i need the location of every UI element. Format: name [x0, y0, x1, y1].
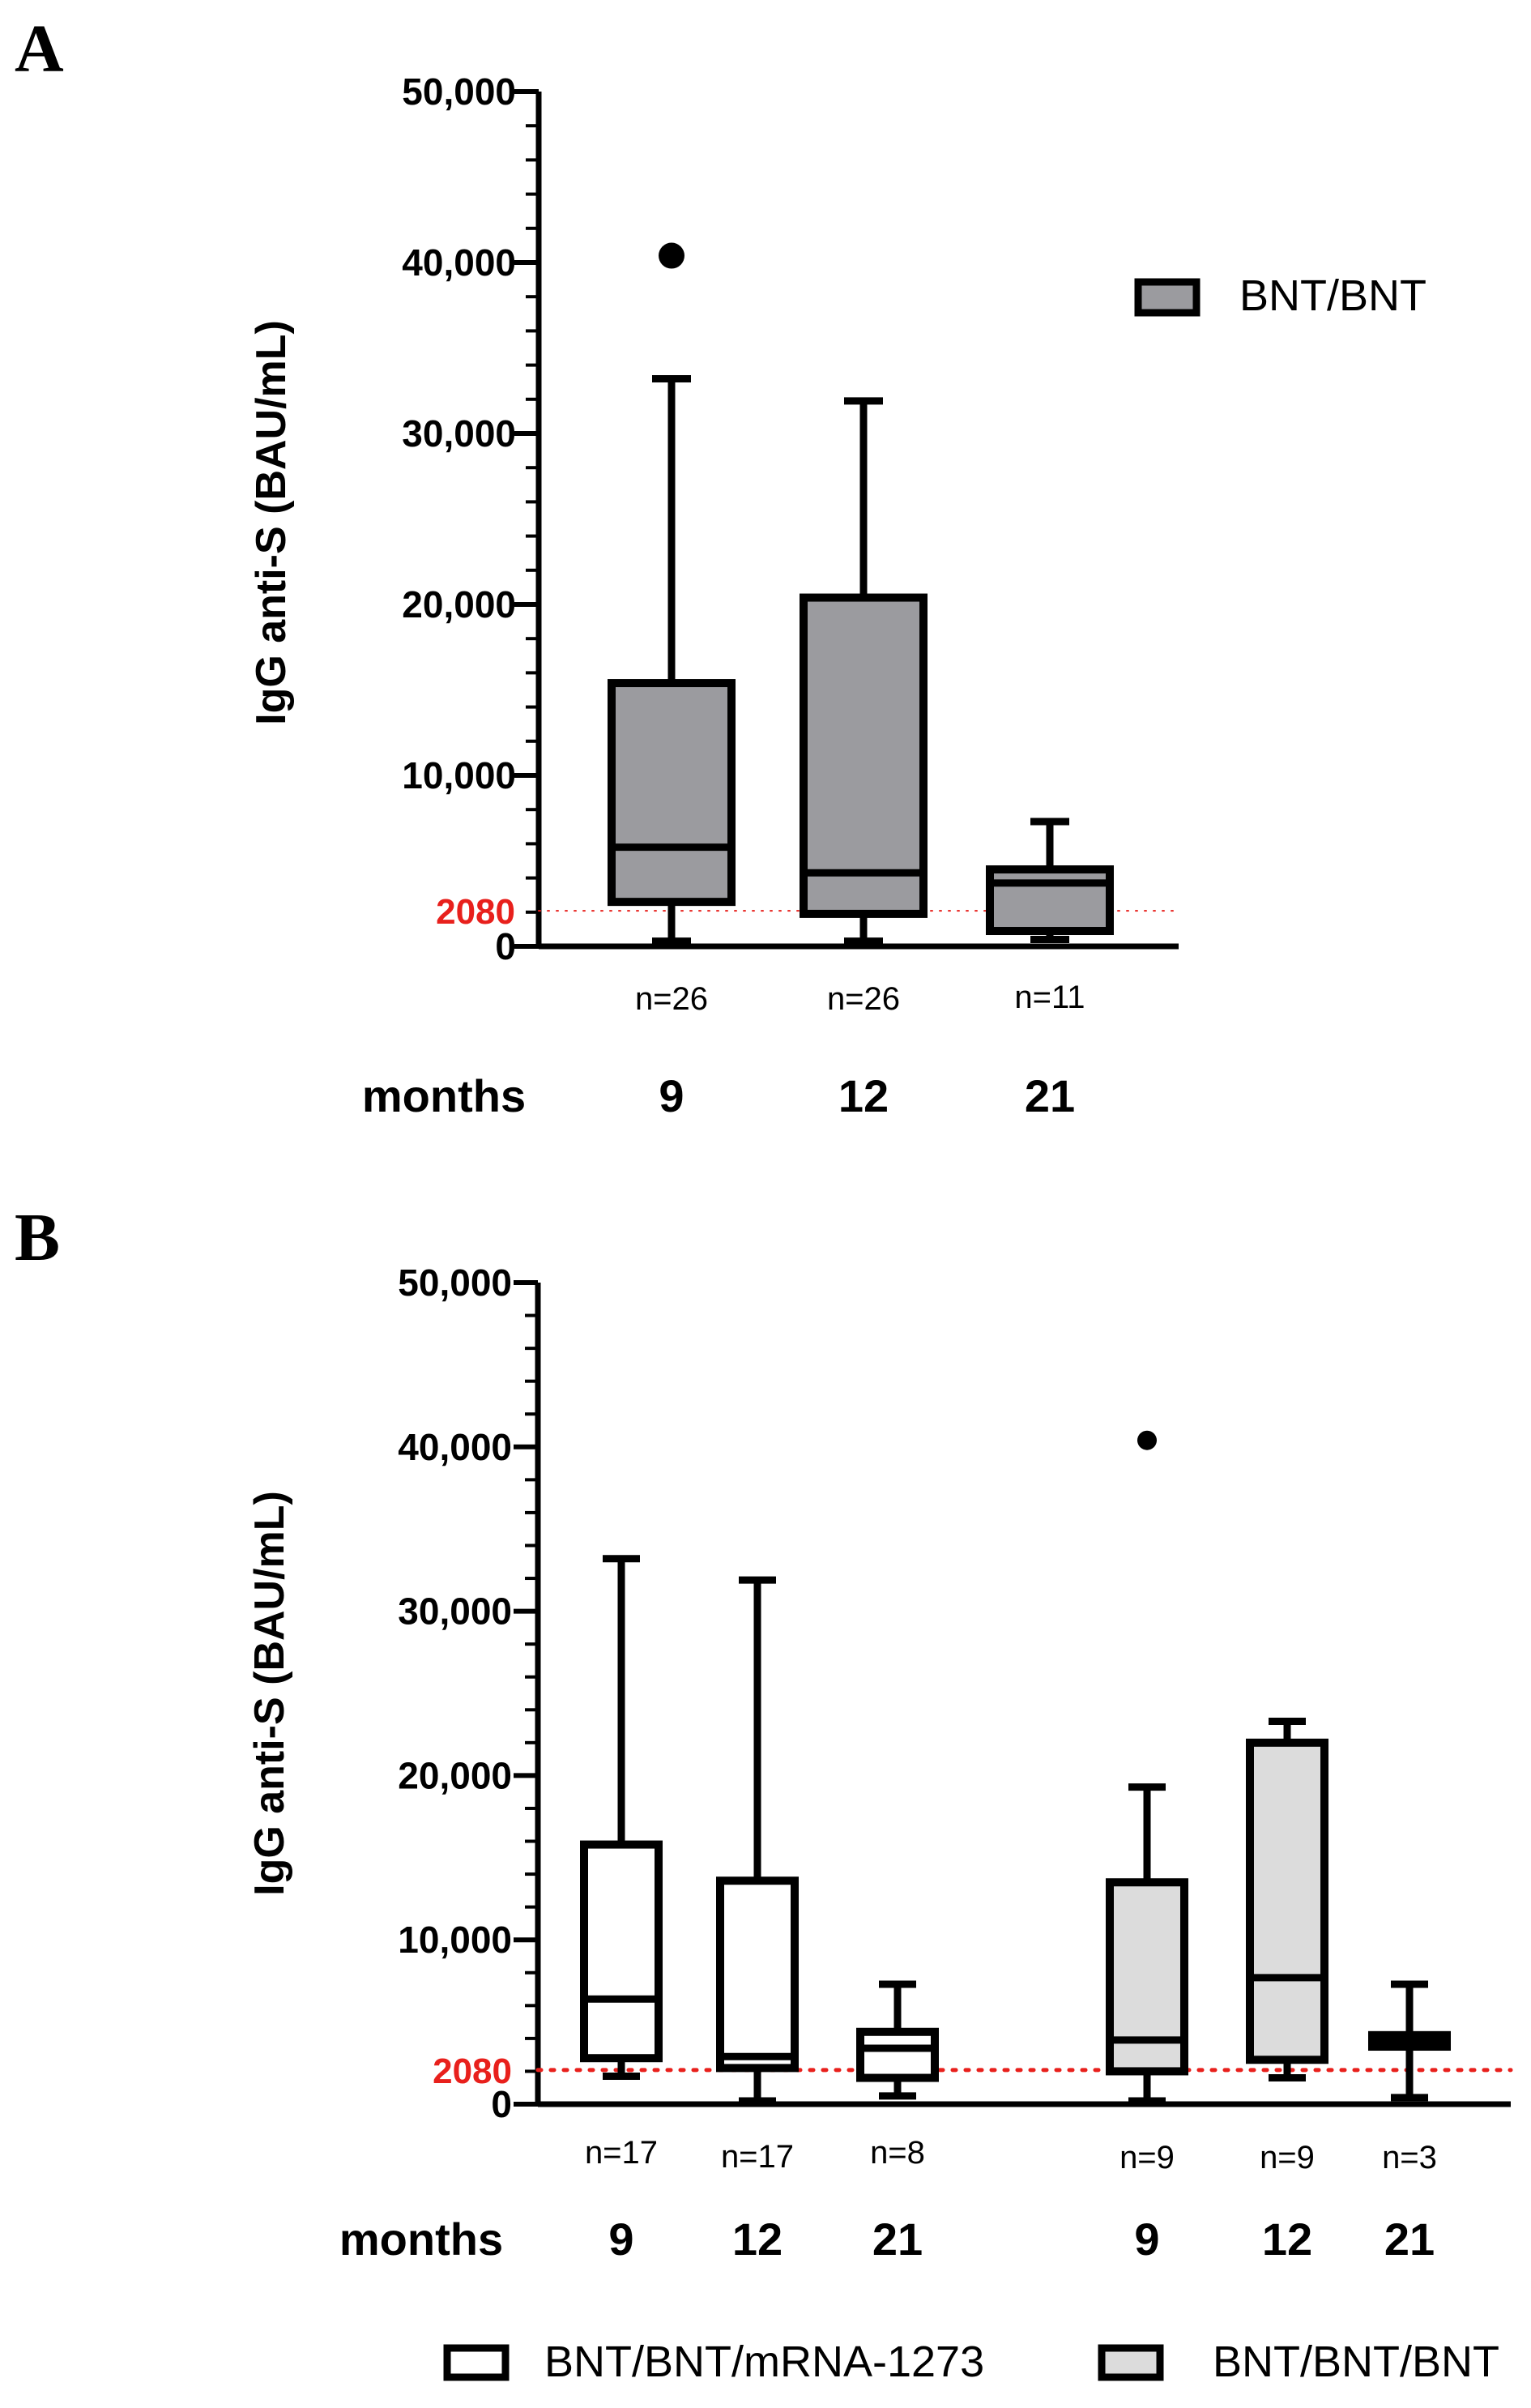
n-label: n=26 — [827, 981, 900, 1017]
y-tick-label: 40,000 — [398, 1426, 512, 1468]
panel-a-months-label: months — [362, 1070, 526, 1121]
month-label: 12 — [732, 2214, 783, 2265]
panel-b-label: B — [15, 1200, 60, 1275]
month-label: 9 — [659, 1070, 684, 1121]
panel-b-reference-line: 2080 — [433, 2051, 1513, 2091]
panel-b-boxplots — [580, 1430, 1451, 2105]
boxplot-bnt-bnt-month-21 — [986, 818, 1114, 944]
y-tick-label: 0 — [495, 925, 516, 967]
panel-a-legend: BNT/BNT — [1134, 271, 1427, 320]
y-tick-label: 10,000 — [402, 754, 516, 796]
month-label: 9 — [608, 2214, 633, 2265]
legend-swatch — [1134, 278, 1200, 317]
iqr-box — [800, 593, 928, 918]
legend-swatch — [1098, 2344, 1164, 2381]
n-label: n=11 — [1014, 980, 1085, 1015]
panel-a-label: A — [15, 11, 64, 87]
legend-label: BNT/BNT/BNT — [1213, 2338, 1499, 2386]
panel-b: B IgG anti-S (BAU/mL) 0 10,000 20,000 30,00… — [15, 1200, 1513, 2386]
y-tick-label: 20,000 — [402, 583, 516, 625]
boxplot-bnt-bnt-mrna-1273-month-9 — [580, 1555, 663, 2081]
panel-a-y-axis: 0 10,000 20,000 30,000 40,000 50,000 — [402, 70, 1179, 967]
panel-a-y-axis-label: IgG anti-S (BAU/mL) — [248, 320, 295, 725]
legend-label: BNT/BNT/mRNA-1273 — [544, 2338, 984, 2386]
panel-b-months-label: months — [339, 2214, 503, 2265]
n-label: n=8 — [870, 2135, 925, 2171]
outlier-point — [1137, 1430, 1157, 1450]
n-label: n=26 — [635, 981, 708, 1017]
iqr-box — [1246, 1738, 1328, 2064]
outlier-point — [659, 242, 684, 269]
y-tick-label: 40,000 — [402, 241, 516, 284]
boxplot-bnt-bnt-mrna-1273-month-12 — [716, 1576, 799, 2105]
n-label: n=17 — [585, 2135, 658, 2171]
panel-a-n-labels: n=26 n=26 n=11 — [635, 980, 1085, 1017]
iqr-box — [608, 679, 736, 907]
boxplot-bnt-bnt-mrna-1273-month-21 — [856, 1980, 939, 2100]
panel-b-legend: BNT/BNT/mRNA-1273 BNT/BNT/BNT — [443, 2338, 1499, 2386]
month-label: 12 — [1262, 2214, 1312, 2265]
reference-line-label: 2080 — [433, 2051, 512, 2091]
panel-a-boxplots — [608, 242, 1114, 946]
y-tick-label: 20,000 — [398, 1754, 512, 1796]
n-label: n=17 — [721, 2139, 794, 2175]
boxplot-bnt-bnt-month-9 — [608, 242, 736, 946]
n-label: n=3 — [1382, 2140, 1437, 2175]
iqr-box — [580, 1840, 663, 2063]
boxplot-bnt-bnt-bnt-month-21 — [1368, 1980, 1451, 2102]
panel-b-y-axis-label: IgG anti-S (BAU/mL) — [246, 1491, 293, 1896]
panel-b-n-labels: n=17 n=17 n=8 n=9 n=9 n=3 — [585, 2135, 1437, 2175]
month-label: 12 — [838, 1070, 889, 1121]
iqr-box — [856, 2027, 939, 2082]
panel-a: A IgG anti-S (BAU/mL) 0 10,000 20,000 30,00… — [15, 11, 1427, 1121]
legend-swatch — [443, 2344, 510, 2381]
panel-a-month-labels: months 9 12 21 — [362, 1070, 1075, 1121]
y-tick-label: 50,000 — [402, 70, 516, 113]
month-label: 21 — [1384, 2214, 1435, 2265]
boxplot-bnt-bnt-bnt-month-12 — [1246, 1717, 1328, 2082]
y-tick-label: 10,000 — [398, 1919, 512, 1961]
y-tick-label: 30,000 — [398, 1590, 512, 1633]
panel-b-y-axis: 0 10,000 20,000 30,000 40,000 50,000 — [398, 1262, 1511, 2125]
n-label: n=9 — [1260, 2140, 1315, 2175]
reference-line-label: 2080 — [436, 892, 515, 932]
legend-label: BNT/BNT — [1239, 271, 1427, 320]
y-tick-label: 30,000 — [402, 412, 516, 455]
boxplot-bnt-bnt-month-12 — [800, 397, 928, 946]
panel-b-month-labels: months 9 12 21 9 12 21 — [339, 2214, 1435, 2265]
month-label: 21 — [1025, 1070, 1075, 1121]
iqr-box — [716, 1876, 799, 2073]
boxplot-bnt-bnt-bnt-month-9 — [1106, 1430, 1188, 2105]
y-tick-label: 0 — [491, 2083, 512, 2125]
n-label: n=9 — [1119, 2140, 1175, 2175]
month-label: 21 — [872, 2214, 923, 2265]
month-label: 9 — [1134, 2214, 1159, 2265]
y-tick-label: 50,000 — [398, 1262, 512, 1304]
iqr-box — [986, 865, 1114, 936]
